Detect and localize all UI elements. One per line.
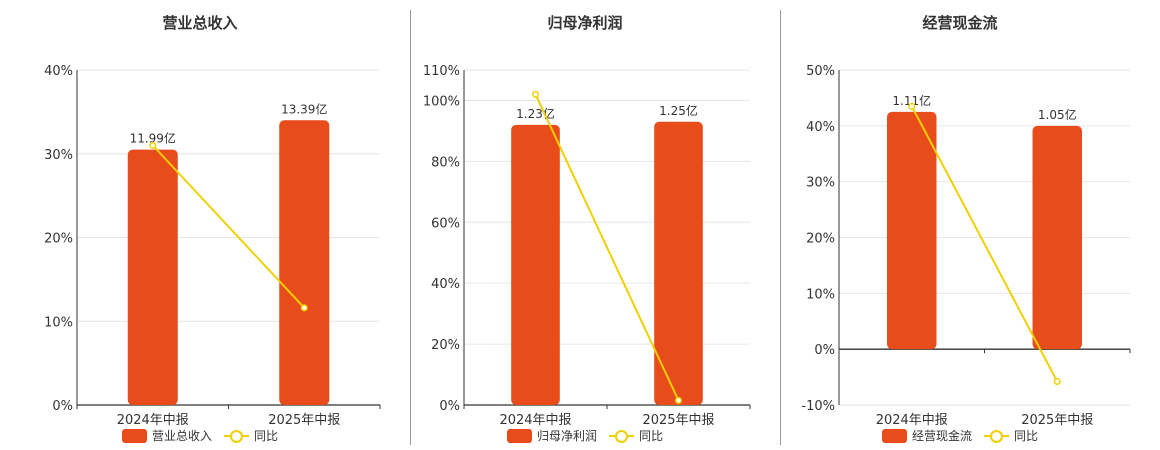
y-tick-label: 10% [806, 287, 835, 302]
legend-line-label: 同比 [639, 429, 664, 443]
x-tick-label: 2025年中报 [268, 413, 340, 428]
net-profit-chart-panel: 归母净利润 0% 20% 40% 60% 80% 100% 110% 2024年中报 2025年… [385, 0, 785, 450]
legend-bar-swatch [121, 428, 147, 443]
chart-legend: 经营现金流 同比 [760, 427, 1160, 444]
legend-line-swatch [609, 429, 634, 443]
revenue-chart-plot: 0% 10% 20% 30% 40% 2024年中报 2025年中报 11.99亿 13.39亿 [44, 64, 381, 428]
chart-title: 经营现金流 [922, 14, 998, 32]
y-tick-label: 0% [439, 399, 460, 414]
bar-data-label: 11.99亿 [130, 131, 176, 146]
y-tick-label: 40% [44, 64, 73, 79]
legend-line-label: 同比 [1014, 429, 1039, 443]
legend-line-label: 同比 [254, 429, 279, 443]
panel-divider [780, 10, 781, 445]
cash-flow-chart-plot: -10% 0% 10% 20% 30% 40% 50% 2024年中报 2025年中报 1.11亿… [801, 64, 1131, 428]
legend-item-bar[interactable]: 营业总收入 [121, 427, 212, 444]
legend-line-swatch [224, 429, 249, 443]
bar [279, 120, 330, 405]
legend-bar-label: 经营现金流 [911, 429, 972, 443]
y-tick-label: 0% [814, 343, 835, 358]
net-profit-chart-plot: 0% 20% 40% 60% 80% 100% 110% 2024年中报 2025年中报 1.23… [423, 64, 751, 428]
chart-title: 归母净利润 [547, 14, 623, 32]
yoy-point [300, 304, 308, 312]
legend-bar-label: 归母净利润 [536, 429, 597, 443]
yoy-line [534, 93, 680, 401]
legend-bar-swatch [881, 428, 907, 443]
revenue-chart-panel: 营业总收入 0% 10% 20% 30% 40% 2024年中报 2025年中报 11.99亿… [0, 0, 400, 450]
bar [887, 111, 937, 350]
y-tick-label: 80% [431, 155, 460, 170]
legend-item-line[interactable]: 同比 [224, 427, 278, 444]
bar-data-label: 1.23亿 [516, 106, 555, 121]
chart-legend: 营业总收入 同比 [0, 427, 400, 444]
legend-item-line[interactable]: 同比 [609, 427, 663, 444]
bar-data-label: 1.25亿 [659, 103, 698, 118]
panel-divider [410, 10, 411, 445]
x-tick-label: 2024年中报 [117, 413, 189, 428]
legend-item-bar[interactable]: 经营现金流 [881, 427, 972, 444]
legend-bar-label: 营业总收入 [151, 429, 212, 443]
yoy-line [152, 144, 305, 309]
bar-data-label: 13.39亿 [281, 101, 327, 116]
y-tick-label: 60% [431, 216, 460, 231]
chart-title: 营业总收入 [162, 14, 238, 32]
y-tick-label: 20% [431, 338, 460, 353]
y-tick-label: 100% [423, 94, 460, 109]
x-tick-label: 2024年中报 [876, 413, 948, 428]
chart-legend: 归母净利润 同比 [385, 427, 785, 444]
x-tick-label: 2024年中报 [499, 413, 571, 428]
y-tick-label: 30% [44, 148, 73, 163]
y-tick-label: 110% [423, 64, 460, 79]
legend-item-bar[interactable]: 归母净利润 [506, 427, 597, 444]
yoy-point [1053, 378, 1061, 386]
y-tick-label: 40% [431, 277, 460, 292]
y-tick-label: 30% [806, 176, 835, 191]
bar [654, 121, 703, 405]
y-tick-label: 40% [806, 120, 835, 135]
yoy-point [674, 396, 683, 404]
bar-data-label: 1.11亿 [892, 93, 931, 108]
x-tick-label: 2025年中报 [642, 413, 714, 428]
yoy-point [531, 90, 540, 98]
bar-data-label: 1.05亿 [1038, 107, 1077, 122]
y-tick-label: 20% [44, 232, 73, 247]
y-tick-label: 50% [806, 64, 835, 79]
legend-bar-swatch [506, 428, 532, 443]
yoy-line [910, 105, 1059, 383]
y-tick-label: -10% [801, 399, 835, 414]
y-tick-label: 20% [806, 232, 835, 247]
y-tick-label: 10% [44, 315, 73, 330]
yoy-point [908, 102, 916, 110]
legend-item-line[interactable]: 同比 [984, 427, 1038, 444]
bar [1032, 125, 1082, 350]
legend-line-swatch [984, 429, 1009, 443]
bar [127, 149, 178, 405]
y-tick-label: 0% [52, 399, 73, 414]
x-tick-label: 2025年中报 [1021, 413, 1093, 428]
cash-flow-chart-panel: 经营现金流 -10% 0% 10% 20% 30% 40% 50% 2024年中报 2025年中… [760, 0, 1160, 450]
yoy-point [149, 141, 157, 149]
bar [511, 124, 560, 406]
